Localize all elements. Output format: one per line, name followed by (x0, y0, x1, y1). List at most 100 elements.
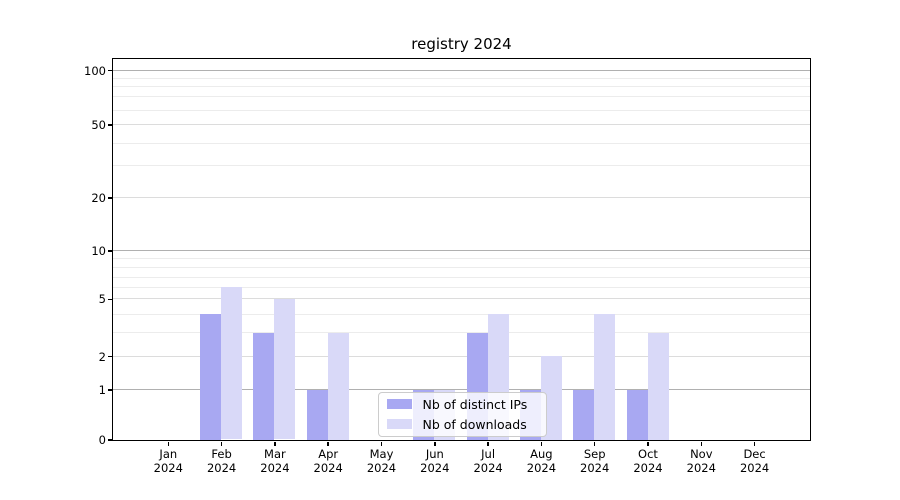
x-tick-year-aug: 2024 (526, 460, 557, 475)
x-tick-label-sep: Sep 2024 (565, 447, 625, 475)
gridline-60 (112, 109, 810, 111)
bar-nb-of-downloads-apr (327, 332, 349, 440)
legend-label-distinct-ips: Nb of distinct IPs (422, 396, 528, 412)
x-tick-mark-nov (700, 441, 703, 446)
x-tick-mark-aug (540, 441, 543, 446)
x-tick-month-jan: Jan (159, 447, 178, 461)
y-tick-mark-20 (107, 197, 112, 199)
gridline-7 (112, 277, 810, 278)
x-tick-month-mar: Mar (264, 447, 286, 461)
y-tick-label-20: 20 (91, 191, 106, 205)
y-tick-mark-5 (107, 298, 112, 301)
bar-nb-of-downloads-sep (594, 314, 616, 440)
legend-row-distinct-ips: Nb of distinct IPs (386, 396, 538, 412)
x-tick-label-jul: Jul 2024 (458, 447, 518, 475)
bar-nb-of-downloads-feb (221, 287, 243, 440)
gridline-4 (112, 313, 810, 315)
plot-area: Nb of distinct IPs Nb of downloads (111, 57, 811, 441)
x-tick-mark-jul (487, 441, 489, 446)
x-tick-year-sep: 2024 (580, 460, 610, 475)
x-tick-year-oct: 2024 (633, 460, 663, 475)
y-tick-mark-50 (107, 124, 112, 126)
x-tick-label-oct: Oct 2024 (618, 447, 678, 475)
y-tick-label-5: 5 (98, 292, 106, 307)
y-tick-mark-0 (107, 439, 112, 441)
chart-title: registry 2024 (411, 35, 512, 53)
x-tick-month-jul: Jul (481, 447, 496, 461)
x-tick-mark-oct (647, 441, 649, 446)
x-tick-month-apr: Apr (318, 447, 339, 461)
bar-nb-of-distinct-ips-sep (573, 389, 595, 440)
y-tick-label-1: 1 (98, 383, 106, 397)
gridline-3 (112, 332, 810, 333)
y-tick-label-100: 100 (84, 63, 106, 78)
bar-nb-of-distinct-ips-oct (626, 389, 648, 440)
gridline-100 (112, 69, 810, 71)
x-tick-label-dec: Dec 2024 (725, 447, 785, 475)
x-tick-month-dec: Dec (743, 447, 766, 461)
gridline-6 (112, 286, 810, 288)
x-tick-month-aug: Aug (530, 447, 553, 461)
x-tick-year-jul: 2024 (473, 460, 503, 475)
y-tick-label-50: 50 (91, 118, 106, 132)
x-tick-mark-dec (753, 441, 756, 446)
x-tick-mark-feb (220, 441, 223, 446)
gridline-2 (112, 355, 810, 357)
x-tick-label-mar: Mar 2024 (245, 447, 305, 475)
legend-row-downloads: Nb of downloads (386, 416, 538, 432)
x-tick-month-feb: Feb (211, 447, 232, 461)
x-tick-year-apr: 2024 (313, 460, 343, 475)
gridline-80 (112, 86, 810, 88)
x-tick-year-may: 2024 (366, 460, 397, 475)
x-tick-label-may: May 2024 (352, 447, 412, 475)
gridline-30 (112, 165, 810, 166)
gridline-10 (112, 250, 810, 251)
x-tick-month-may: May (369, 447, 394, 461)
x-tick-year-mar: 2024 (260, 460, 290, 475)
x-tick-label-feb: Feb 2024 (192, 447, 252, 475)
bar-nb-of-downloads-oct (647, 332, 669, 440)
x-tick-mark-apr (327, 441, 329, 446)
x-tick-year-jan: 2024 (153, 460, 183, 475)
x-tick-month-sep: Sep (583, 447, 606, 461)
gridline-70 (112, 96, 810, 98)
x-tick-month-oct: Oct (638, 447, 658, 461)
x-tick-label-nov: Nov 2024 (671, 447, 731, 475)
gridline-50 (112, 124, 810, 125)
bar-nb-of-distinct-ips-apr (306, 389, 328, 440)
bar-nb-of-distinct-ips-feb (200, 314, 222, 440)
bar-nb-of-distinct-ips-mar (253, 332, 275, 440)
x-tick-label-apr: Apr 2024 (298, 447, 358, 475)
x-tick-year-dec: 2024 (739, 460, 770, 475)
y-tick-mark-1 (107, 389, 112, 391)
x-tick-year-feb: 2024 (206, 460, 237, 475)
x-tick-mark-jan (167, 441, 170, 446)
y-tick-mark-100 (107, 69, 112, 72)
x-tick-label-aug: Aug 2024 (511, 447, 571, 475)
y-tick-mark-2 (107, 355, 112, 358)
x-tick-mark-may (380, 441, 383, 446)
legend: Nb of distinct IPs Nb of downloads (377, 391, 547, 437)
x-tick-label-jan: Jan 2024 (138, 447, 198, 475)
x-tick-mark-sep (593, 441, 596, 446)
gridline-8 (112, 267, 810, 268)
gridline-20 (112, 197, 810, 198)
legend-swatch-downloads (386, 419, 412, 429)
gridline-40 (112, 143, 810, 145)
y-tick-mark-10 (107, 250, 112, 252)
y-tick-label-10: 10 (91, 244, 106, 258)
x-tick-year-nov: 2024 (686, 460, 716, 475)
y-tick-label-0: 0 (98, 433, 106, 447)
legend-swatch-distinct-ips (386, 399, 412, 409)
gridline-9 (112, 258, 810, 259)
x-tick-mark-jun (434, 441, 436, 446)
gridline-90 (112, 77, 810, 79)
gridline-1 (112, 389, 810, 390)
legend-label-downloads: Nb of downloads (422, 416, 527, 432)
gridline-5 (112, 298, 810, 300)
bar-nb-of-downloads-mar (274, 298, 296, 440)
x-tick-month-nov: Nov (690, 447, 713, 461)
x-tick-month-jun: Jun (425, 447, 444, 461)
y-tick-label-2: 2 (98, 349, 106, 364)
